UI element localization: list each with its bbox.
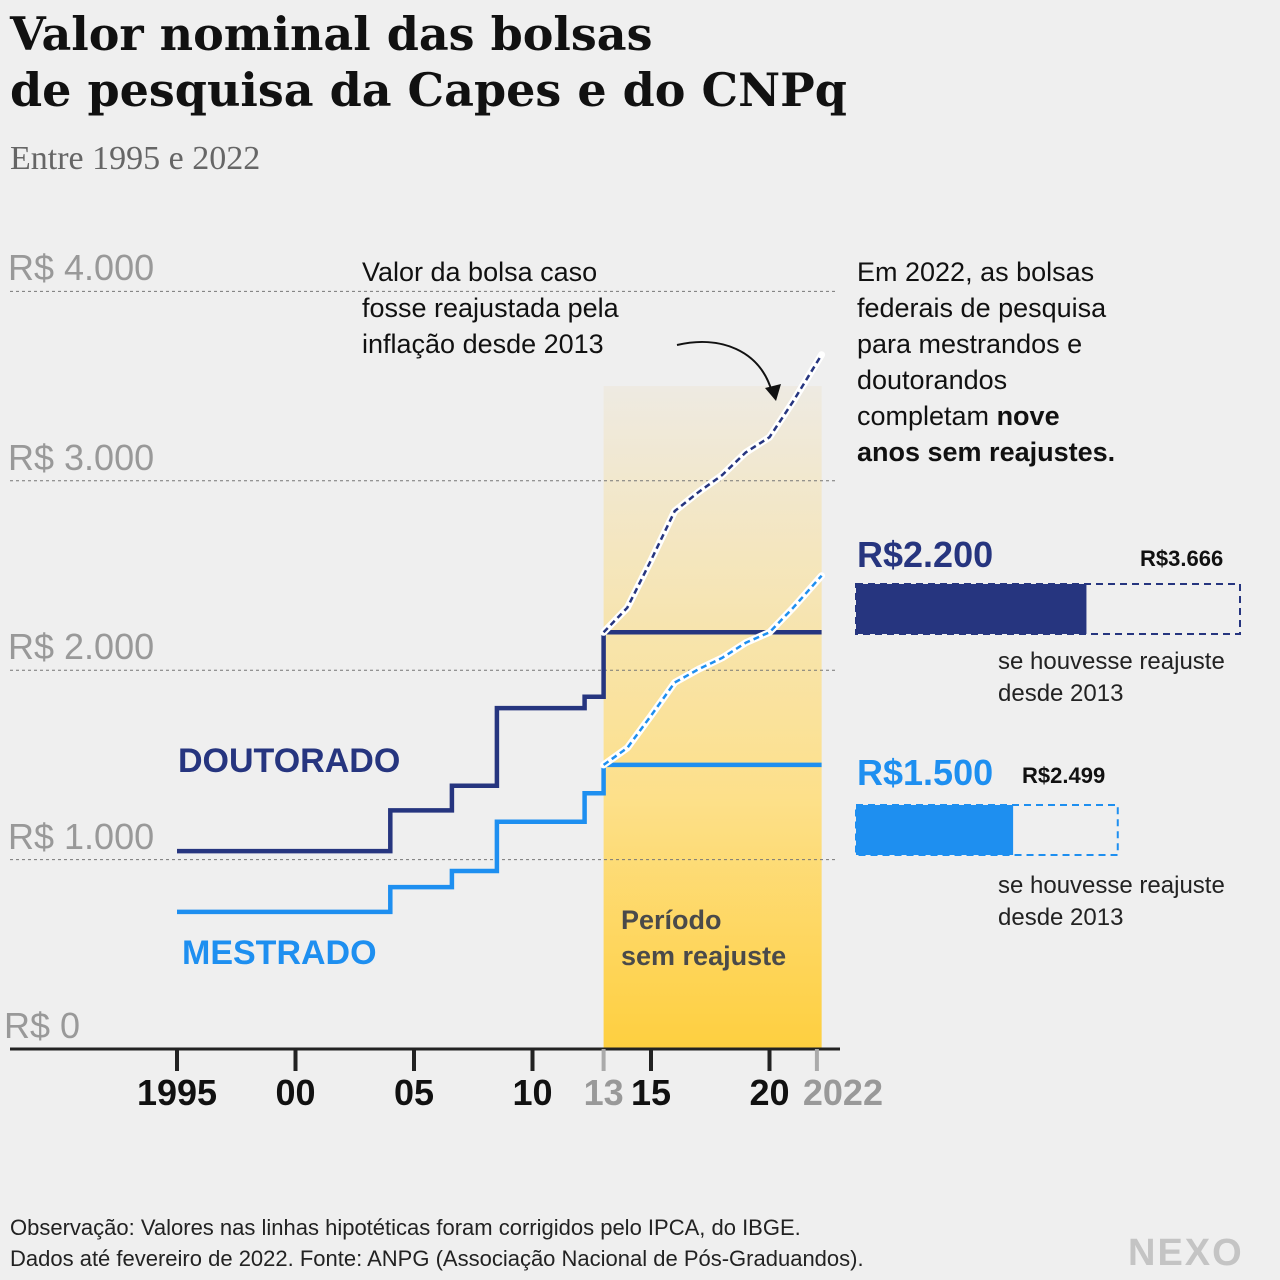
doutorado-bar-note-line1: se houvesse reajuste (998, 648, 1225, 675)
chart-title-line1: Valor nominal das bolsas (10, 7, 653, 61)
x-tick-label: 20 (749, 1072, 790, 1113)
x-axis (10, 1047, 840, 1071)
mestrado-current-value: R$1.500 (857, 752, 994, 793)
mestrado-bar-note: se houvesse reajuste desde 2013 (998, 870, 1225, 934)
side-note-line5-normal: completam (857, 401, 997, 431)
inflation-annotation: Valor da bolsa caso fosse reajustada pel… (362, 254, 692, 362)
inflation-annotation-line2: fosse reajustada pela (362, 293, 619, 323)
gridlines (10, 290, 838, 861)
footer-line1: Observação: Valores nas linhas hipotétic… (10, 1215, 801, 1240)
period-label-line1: Período (621, 905, 722, 935)
footer-line2: Dados até fevereiro de 2022. Fonte: ANPG… (10, 1246, 864, 1271)
chart-subtitle: Entre 1995 e 2022 (10, 140, 261, 177)
doutorado-label: DOUTORADO (178, 742, 401, 780)
doutorado-inflation-line (602, 354, 823, 634)
side-note-line4: doutorandos (857, 365, 1008, 395)
chart-title: Valor nominal das bolsas de pesquisa da … (10, 6, 910, 118)
side-note-line5-bold: nove (996, 401, 1060, 431)
y-tick-label: R$ 0 (4, 1005, 81, 1046)
doutorado-current-value: R$2.200 (857, 534, 994, 575)
side-note-line5: completam nove (857, 398, 1277, 434)
y-tick-label: R$ 3.000 (8, 436, 155, 478)
inflation-annotation-line1: Valor da bolsa caso (362, 257, 598, 287)
y-tick-label: R$ 1.000 (8, 815, 155, 857)
annotation-arrowhead (765, 384, 781, 401)
side-note-line6-bold: anos sem reajustes. (857, 437, 1116, 467)
mestrado-inflation-line (602, 574, 823, 766)
mestrado-line (177, 762, 822, 915)
annotation-arrow (676, 341, 773, 393)
doutorado-current-bar (856, 584, 1087, 634)
y-tick-label: R$ 4.000 (8, 247, 155, 289)
side-note-line6: anos sem reajustes. (857, 434, 1277, 470)
x-tick-label: 05 (393, 1072, 435, 1113)
side-note-line1: Em 2022, as bolsas (857, 257, 1095, 287)
x-tick-label: 10 (512, 1072, 553, 1113)
doutorado-adjusted-value: R$3.666 (1140, 546, 1224, 571)
inflation-annotation-line3: inflação desde 2013 (362, 329, 604, 359)
period-label-line2: sem reajuste (621, 941, 787, 971)
nexo-logo: NEXO (1128, 1232, 1244, 1274)
x-tick-label: 15 (630, 1072, 672, 1113)
side-note: Em 2022, as bolsas federais de pesquisa … (857, 254, 1277, 470)
x-tick-label: 13 (583, 1072, 624, 1113)
mestrado-bar-note-line1: se houvesse reajuste (998, 872, 1225, 899)
side-note-line2: federais de pesquisa (857, 293, 1107, 323)
x-tick-label: 2022 (802, 1072, 883, 1113)
x-tick-label: 00 (275, 1072, 316, 1113)
footer-note: Observação: Valores nas linhas hipotétic… (10, 1212, 864, 1274)
mestrado-bar-note-line2: desde 2013 (998, 904, 1124, 931)
x-tick-label: 1995 (136, 1072, 218, 1113)
mestrado-adjusted-value: R$2.499 (1022, 763, 1106, 788)
doutorado-bar-note-line2: desde 2013 (998, 680, 1124, 707)
side-note-line3: para mestrandos e (857, 329, 1083, 359)
doutorado-line (177, 630, 822, 854)
y-tick-label: R$ 2.000 (8, 626, 155, 668)
chart-title-line2: de pesquisa da Capes e do CNPq (10, 63, 847, 117)
comparison-bars (855, 583, 1241, 856)
period-label: Período sem reajuste (621, 902, 786, 974)
series-lines (177, 351, 826, 915)
doutorado-bar-note: se houvesse reajuste desde 2013 (998, 646, 1225, 710)
mestrado-current-bar (856, 805, 1014, 855)
no-adjustment-period-band (603, 386, 822, 1050)
mestrado-label: MESTRADO (182, 934, 377, 972)
